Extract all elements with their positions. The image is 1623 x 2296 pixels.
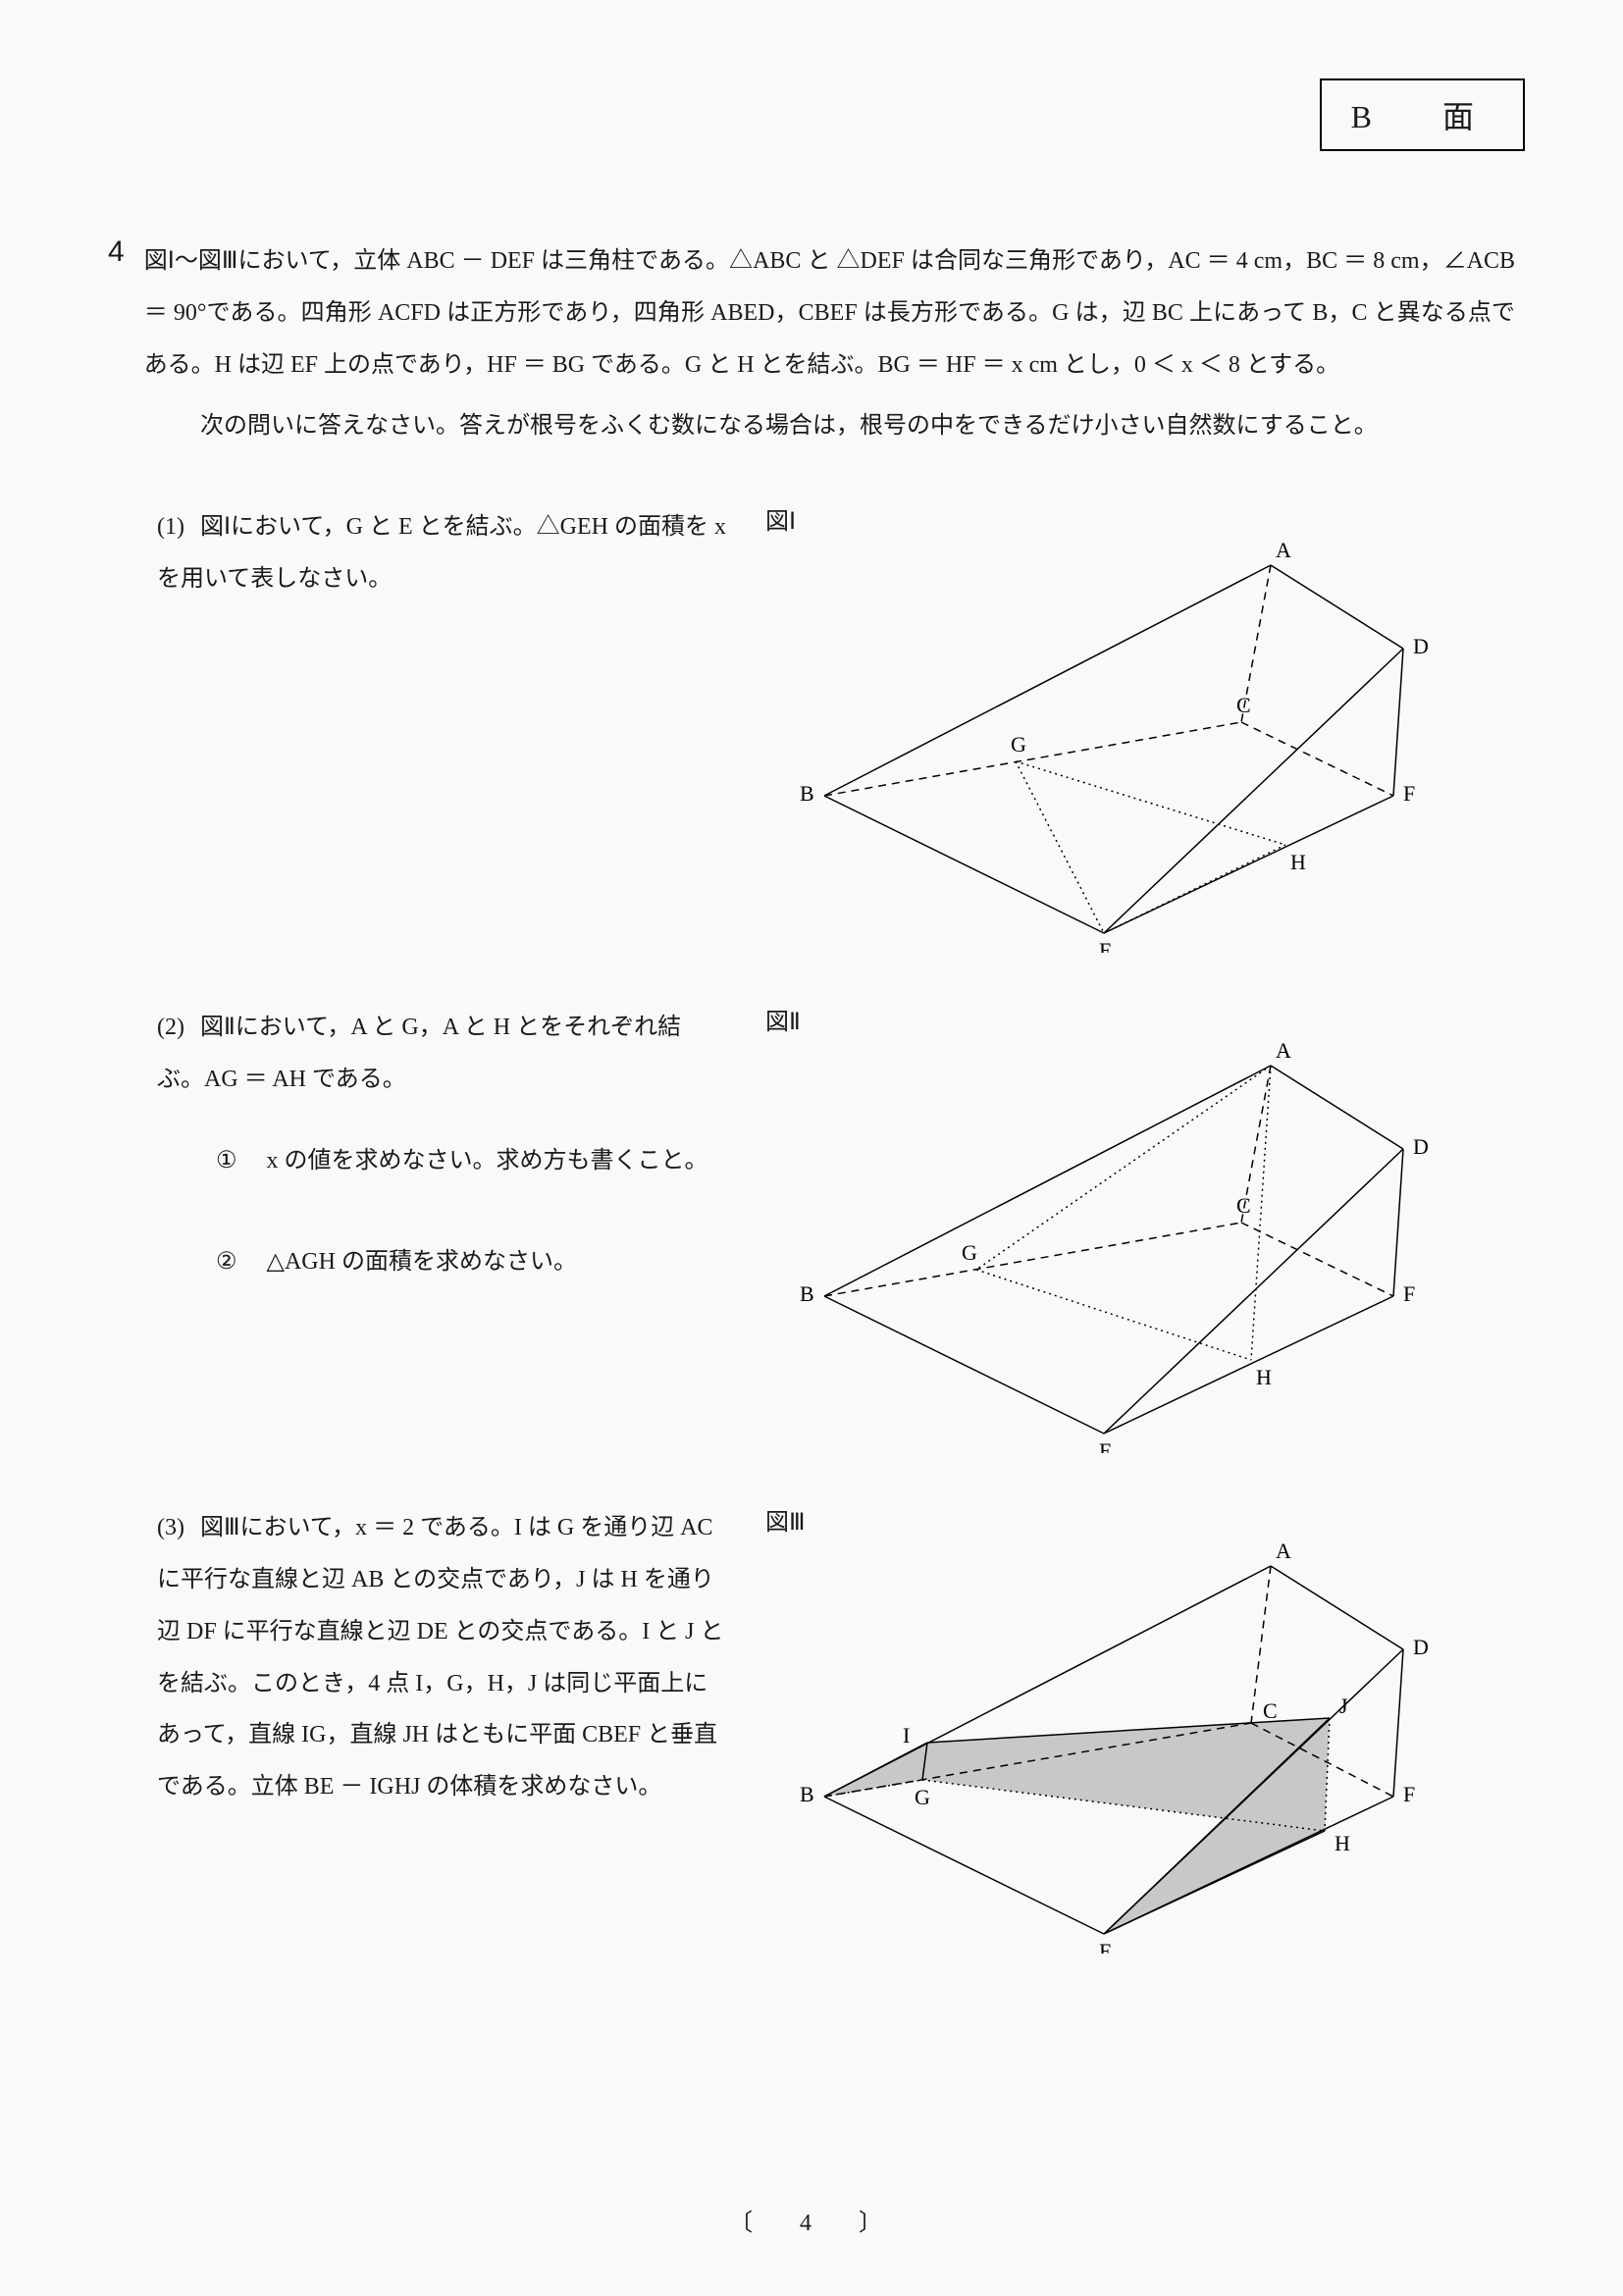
- page-side-label: B 面: [1320, 78, 1525, 151]
- svg-text:F: F: [1403, 1782, 1415, 1806]
- svg-text:H: H: [1290, 850, 1306, 874]
- svg-text:D: D: [1413, 1134, 1429, 1159]
- subproblem-3: (3) 図Ⅲにおいて，x ＝ 2 である。I は G を通り辺 AC に平行な直…: [157, 1502, 1515, 1954]
- page-footer: 〔 4 〕: [729, 2203, 894, 2237]
- problem-content: 4 図Ⅰ～図Ⅲにおいて，立体 ABC － DEF は三角柱である。△ABC と …: [79, 235, 1544, 1954]
- svg-text:E: E: [1099, 1939, 1112, 1954]
- subproblem-2-text-col: (2) 図Ⅱにおいて，A と G，A と H とをそれぞれ結ぶ。AG ＝ AH …: [157, 1002, 726, 1453]
- subproblem-2-text: 図Ⅱにおいて，A と G，A と H とをそれぞれ結ぶ。AG ＝ AH である。: [157, 1015, 681, 1092]
- svg-text:G: G: [962, 1240, 977, 1265]
- svg-text:G: G: [1011, 732, 1026, 757]
- subproblem-1-text-col: (1) 図Ⅰにおいて，G と E とを結ぶ。△GEH の面積を x を用いて表し…: [157, 501, 726, 953]
- svg-text:I: I: [903, 1723, 910, 1748]
- subproblem-1-number: (1): [157, 514, 184, 540]
- figure-1-label: 図Ⅰ: [765, 501, 1515, 536]
- subproblem-2: (2) 図Ⅱにおいて，A と G，A と H とをそれぞれ結ぶ。AG ＝ AH …: [157, 1002, 1515, 1453]
- subproblem-2-item-1-text: x の値を求めなさい。求め方も書くこと。: [267, 1148, 708, 1174]
- svg-text:H: H: [1256, 1365, 1272, 1389]
- problem-intro-text: 図Ⅰ～図Ⅲにおいて，立体 ABC － DEF は三角柱である。△ABC と △D…: [144, 235, 1515, 391]
- figure-2-label: 図Ⅱ: [765, 1002, 1515, 1036]
- figure-3-diagram: A B C D E F G H I J: [765, 1541, 1452, 1954]
- svg-text:A: A: [1276, 1041, 1291, 1063]
- svg-text:A: A: [1276, 541, 1291, 562]
- svg-text:C: C: [1236, 693, 1251, 717]
- svg-text:D: D: [1413, 634, 1429, 658]
- subproblem-3-text-col: (3) 図Ⅲにおいて，x ＝ 2 である。I は G を通り辺 AC に平行な直…: [157, 1502, 726, 1954]
- subproblem-3-number: (3): [157, 1515, 184, 1540]
- svg-text:C: C: [1263, 1698, 1278, 1723]
- figure-2-diagram: A B C D E F G H: [765, 1041, 1452, 1453]
- svg-text:F: F: [1403, 1281, 1415, 1306]
- figure-1-col: 図Ⅰ A B C D E F G H: [765, 501, 1515, 953]
- svg-text:A: A: [1276, 1541, 1291, 1563]
- svg-text:E: E: [1099, 1438, 1112, 1453]
- subproblem-2-item-2-num: ②: [216, 1249, 237, 1275]
- subproblem-1-text: 図Ⅰにおいて，G と E とを結ぶ。△GEH の面積を x を用いて表しなさい。: [157, 514, 726, 592]
- svg-text:G: G: [915, 1785, 930, 1809]
- subproblem-2-number: (2): [157, 1015, 184, 1040]
- svg-text:B: B: [800, 1782, 814, 1806]
- subproblem-1: (1) 図Ⅰにおいて，G と E とを結ぶ。△GEH の面積を x を用いて表し…: [157, 501, 1515, 953]
- subproblem-2-item-2-text: △AGH の面積を求めなさい。: [267, 1249, 577, 1275]
- svg-text:B: B: [800, 781, 814, 806]
- subproblem-2-item-2: ② △AGH の面積を求めなさい。: [216, 1236, 726, 1288]
- figure-1-diagram: A B C D E F G H: [765, 541, 1452, 953]
- subproblem-2-item-1: ① x の値を求めなさい。求め方も書くこと。: [216, 1135, 726, 1187]
- svg-text:C: C: [1236, 1193, 1251, 1218]
- subproblem-2-item-1-num: ①: [216, 1148, 237, 1174]
- subproblem-3-text: 図Ⅲにおいて，x ＝ 2 である。I は G を通り辺 AC に平行な直線と辺 …: [157, 1515, 724, 1800]
- svg-text:J: J: [1339, 1694, 1348, 1718]
- figure-3-col: 図Ⅲ A B C D E F G H I J: [765, 1502, 1515, 1954]
- problem-note: 次の問いに答えなさい。答えが根号をふくむ数になる場合は，根号の中をできるだけ小さ…: [177, 400, 1515, 452]
- svg-text:D: D: [1413, 1635, 1429, 1659]
- svg-text:H: H: [1335, 1831, 1350, 1855]
- svg-text:E: E: [1099, 938, 1112, 953]
- problem-number: 4: [108, 235, 125, 269]
- svg-text:B: B: [800, 1281, 814, 1306]
- problem-header: 4 図Ⅰ～図Ⅲにおいて，立体 ABC － DEF は三角柱である。△ABC と …: [108, 235, 1515, 391]
- figure-2-col: 図Ⅱ A B C D E F G H: [765, 1002, 1515, 1453]
- figure-3-label: 図Ⅲ: [765, 1502, 1515, 1537]
- svg-text:F: F: [1403, 781, 1415, 806]
